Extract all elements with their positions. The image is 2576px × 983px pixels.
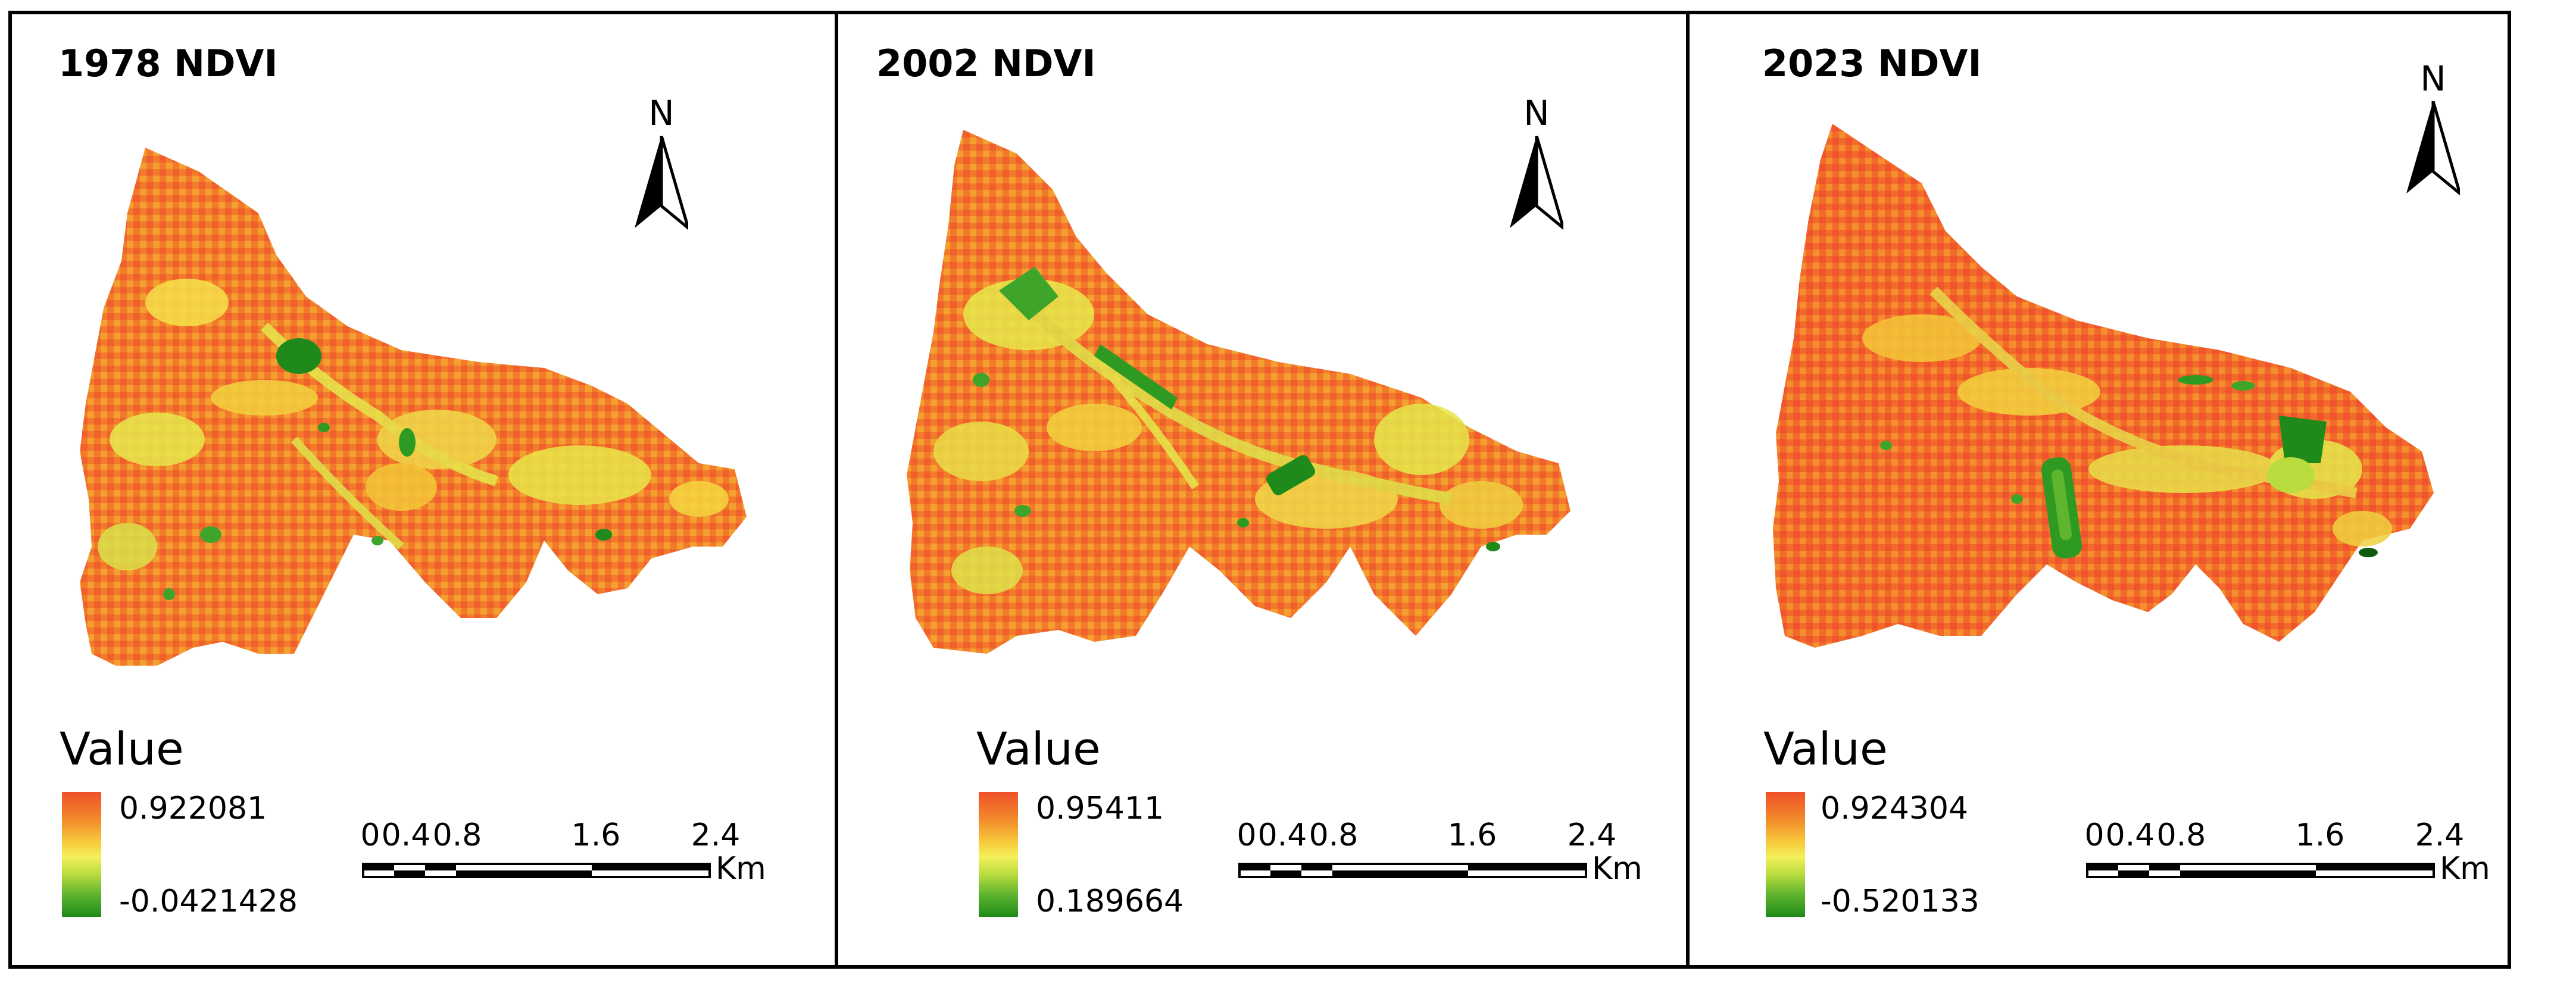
north-label: N — [1523, 93, 1550, 133]
figure-frame — [8, 11, 2511, 969]
north-label: N — [2420, 58, 2446, 99]
legend-max-value: 0.924304 — [1821, 791, 1969, 826]
study-area-boundary — [1773, 124, 2434, 648]
study-area-boundary — [80, 148, 747, 666]
scale-bar: 0 0.4 0.8 1.6 2.4 Km — [360, 817, 779, 887]
north-label: N — [648, 93, 675, 133]
legend-max-value: 0.95411 — [1036, 791, 1164, 826]
scale-tick: 0.4 — [381, 817, 431, 853]
panel-divider — [835, 11, 838, 969]
map-panel-2023: 2023 NDVI N — [1690, 11, 2508, 969]
north-arrow-icon — [635, 136, 688, 230]
north-arrow: N — [629, 93, 694, 230]
map-panel-2002: 2002 NDVI N — [838, 11, 1686, 969]
legend-min-value: 0.189664 — [1036, 884, 1184, 919]
scale-unit: Km — [716, 851, 766, 887]
panel-title: 2023 NDVI — [1762, 42, 1982, 85]
legend-title: Value — [976, 722, 1101, 775]
scale-tick: 2.4 — [1567, 817, 1617, 853]
scale-tick: 2.4 — [2415, 817, 2465, 853]
scale-tick: 1.6 — [2295, 817, 2345, 853]
scale-tick: 1.6 — [571, 817, 621, 853]
map-panel-1978: 1978 NDVI N — [8, 11, 838, 969]
scale-tick: 0.8 — [2156, 817, 2206, 853]
color-ramp — [62, 792, 101, 917]
north-arrow-icon — [2406, 101, 2460, 196]
color-ramp — [1766, 792, 1805, 917]
scale-bar-graphic — [2086, 863, 2435, 878]
ndvi-map-2002 — [907, 130, 1570, 654]
scale-tick: 0.8 — [432, 817, 482, 853]
legend-title: Value — [60, 722, 184, 775]
north-arrow-icon — [1510, 136, 1563, 230]
panel-title: 1978 NDVI — [58, 42, 278, 85]
scale-bar-graphic — [1238, 863, 1587, 878]
legend-title: Value — [1763, 722, 1888, 775]
scale-tick: 2.4 — [691, 817, 741, 853]
scale-unit: Km — [1592, 851, 1643, 887]
scale-unit: Km — [2440, 851, 2490, 887]
scale-tick: 0.4 — [2105, 817, 2155, 853]
scale-bar: 0 0.4 0.8 1.6 2.4 Km — [1237, 817, 1655, 887]
scale-tick: 0.4 — [1257, 817, 1307, 853]
legend-max-value: 0.922081 — [119, 791, 267, 826]
color-ramp — [979, 792, 1018, 917]
scale-tick: 0.8 — [1309, 817, 1359, 853]
legend-min-value: -0.0421428 — [119, 884, 298, 919]
scale-bar-graphic — [362, 863, 711, 878]
ndvi-map-1978 — [80, 148, 747, 666]
scale-tick: 0 — [2084, 817, 2104, 853]
legend-min-value: -0.520133 — [1821, 884, 1979, 919]
panel-divider — [1686, 11, 1690, 969]
scale-tick: 0 — [360, 817, 380, 853]
scale-tick: 0 — [1237, 817, 1257, 853]
north-arrow: N — [1504, 93, 1569, 230]
ndvi-map-2023 — [1773, 124, 2434, 648]
north-arrow: N — [2400, 58, 2466, 196]
panel-title: 2002 NDVI — [876, 42, 1096, 85]
scale-bar: 0 0.4 0.8 1.6 2.4 Km — [2084, 817, 2503, 887]
study-area-boundary — [907, 130, 1570, 654]
scale-tick: 1.6 — [1447, 817, 1497, 853]
